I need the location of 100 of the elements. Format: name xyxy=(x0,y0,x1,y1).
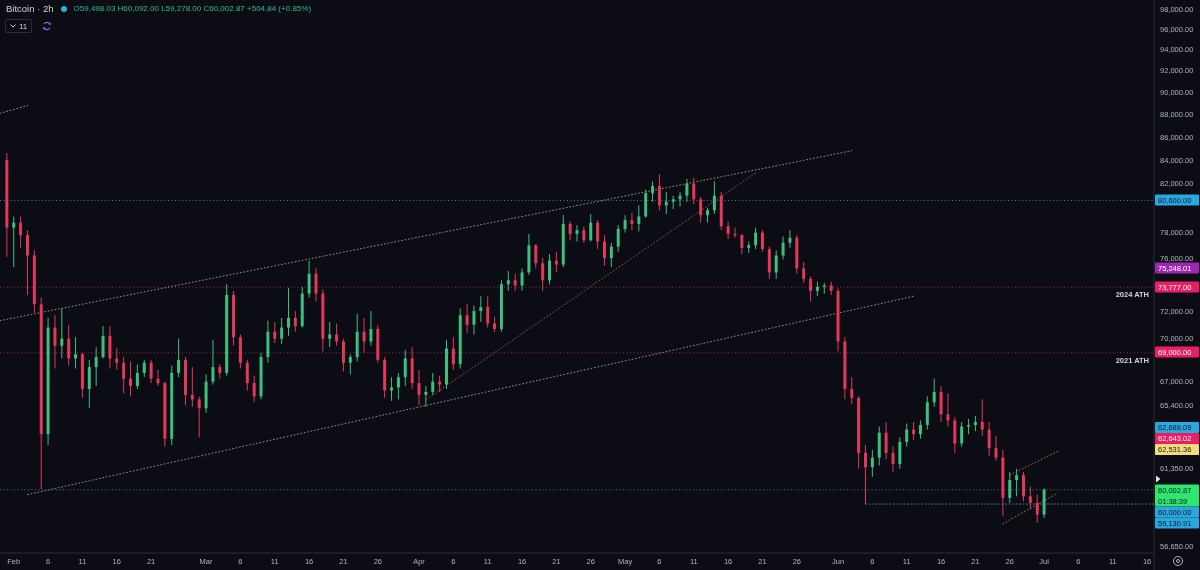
candlestick xyxy=(623,214,627,234)
candlestick xyxy=(287,287,290,337)
candlestick xyxy=(190,366,194,408)
candlestick xyxy=(115,348,119,371)
candlestick xyxy=(760,229,764,253)
candlestick xyxy=(767,246,771,280)
candlestick xyxy=(960,421,964,448)
candlestick xyxy=(602,234,606,267)
candlestick xyxy=(774,249,778,280)
candlestick xyxy=(987,421,991,457)
candlestick xyxy=(726,220,730,240)
annotation: 11 xyxy=(19,21,28,31)
candlestick xyxy=(925,395,929,431)
candlestick xyxy=(939,385,943,423)
candlestick xyxy=(465,303,469,334)
candlestick xyxy=(211,339,215,386)
candlestick xyxy=(197,395,201,438)
candlestick xyxy=(596,219,600,250)
candlestick xyxy=(692,177,696,205)
candlestick xyxy=(403,349,407,387)
candlestick xyxy=(273,321,277,344)
candlestick xyxy=(451,336,455,371)
candlestick xyxy=(362,317,366,354)
candlestick xyxy=(657,173,661,211)
candlestick xyxy=(280,317,284,345)
candlestick xyxy=(589,213,593,242)
candlestick xyxy=(891,446,895,473)
candlestick xyxy=(685,178,689,203)
candlestick xyxy=(712,180,716,215)
candlestick xyxy=(616,224,620,253)
candlestick xyxy=(609,242,613,268)
candlestick xyxy=(87,359,91,409)
candlestick xyxy=(252,375,256,403)
candlestick xyxy=(781,235,785,260)
candlestick xyxy=(534,243,538,269)
candlestick xyxy=(108,325,112,370)
candlestick xyxy=(802,261,806,284)
candlestick xyxy=(135,363,139,390)
candlestick xyxy=(94,346,98,387)
candlestick xyxy=(520,267,524,292)
candlestick xyxy=(575,224,579,242)
candlestick xyxy=(19,215,23,249)
candlestick xyxy=(101,325,105,359)
candlestick xyxy=(541,257,545,292)
candlestick xyxy=(348,353,352,375)
candlestick xyxy=(884,421,888,460)
candlestick xyxy=(156,369,160,387)
candlestick xyxy=(651,180,655,203)
toggle-button: 11 xyxy=(5,19,33,33)
candlestick xyxy=(307,260,311,299)
candlestick xyxy=(644,189,648,219)
candlestick xyxy=(850,376,854,405)
candlestick xyxy=(699,196,703,224)
candlestick xyxy=(506,270,510,292)
candlestick xyxy=(864,444,867,505)
candlestick xyxy=(740,233,744,255)
candlestick xyxy=(472,305,476,335)
candlestick xyxy=(149,359,153,384)
candlestick xyxy=(1035,494,1039,524)
candlestick xyxy=(122,356,126,394)
candlestick xyxy=(328,321,332,348)
candlestick xyxy=(67,324,71,367)
candlestick xyxy=(341,338,345,372)
candlestick xyxy=(314,267,318,303)
candlestick xyxy=(486,295,490,329)
candlestick xyxy=(809,275,813,303)
candlestick xyxy=(905,422,909,448)
candlestick xyxy=(637,204,641,232)
candlestick xyxy=(424,385,428,408)
candlestick xyxy=(1028,485,1032,511)
candlestick xyxy=(25,229,29,296)
candlestick xyxy=(630,212,634,231)
candlestick xyxy=(60,307,64,359)
candlestick xyxy=(390,376,394,402)
candlestick xyxy=(1015,468,1019,497)
candlestick xyxy=(245,359,249,391)
candlestick xyxy=(994,435,998,462)
candlestick xyxy=(898,436,902,470)
candlestick xyxy=(980,398,984,437)
candlestick xyxy=(1008,471,1012,504)
candlestick xyxy=(74,336,78,370)
candlestick xyxy=(12,215,16,268)
candlestick xyxy=(177,338,181,378)
candlestick xyxy=(953,416,957,454)
candlestick xyxy=(754,227,758,250)
candlestick xyxy=(369,310,373,347)
candlestick xyxy=(870,449,874,478)
text: O59,498.03 H60,092.00 L59,278.00 C60,002.87 +504.84 (+0.85%) xyxy=(73,3,312,15)
candlestick xyxy=(479,295,483,323)
candlestick xyxy=(431,372,435,396)
candlestick xyxy=(396,372,400,400)
candlestick xyxy=(946,392,950,428)
candlestick xyxy=(918,419,922,440)
candlestick xyxy=(417,369,421,406)
candlestick xyxy=(932,378,936,408)
candlestick xyxy=(568,220,572,241)
candlestick xyxy=(548,253,552,285)
candlestick xyxy=(129,360,133,397)
candlestick xyxy=(554,251,558,273)
candlestick xyxy=(293,310,297,333)
